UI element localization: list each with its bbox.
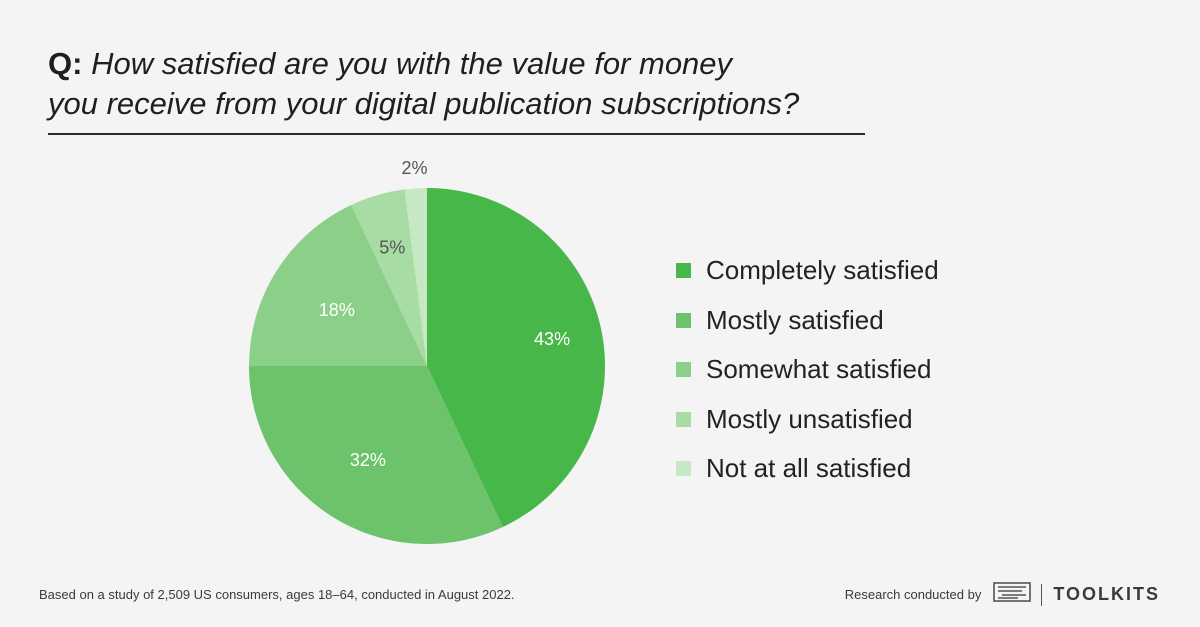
pie-slice-mostly-unsatisfied (351, 189, 427, 366)
pie-slice-not-at-all-satisfied (404, 188, 427, 366)
legend-item: Mostly satisfied (676, 296, 939, 346)
slice-label-43-pct: 43% (534, 329, 570, 349)
legend-swatch (676, 411, 691, 427)
pie-slice-mostly-satisfied (249, 366, 503, 544)
slice-label-32-pct: 32% (350, 450, 386, 470)
brand-divider (1041, 583, 1043, 606)
credit-text: Research conducted by (844, 587, 982, 602)
pie-slice-somewhat-satisfied (249, 204, 427, 366)
slice-label-5-pct: 5% (379, 237, 405, 257)
legend-label: Mostly unsatisfied (706, 403, 913, 434)
legend-item: Completely satisfied (676, 246, 939, 296)
legend-swatch (676, 312, 691, 328)
toolkits-logo-icon (993, 581, 1032, 608)
legend-label: Somewhat satisfied (706, 354, 932, 385)
title-divider (48, 133, 865, 135)
legend-swatch (676, 362, 691, 378)
legend-label: Mostly satisfied (706, 304, 884, 335)
brand-name: TOOLKITS (1053, 584, 1160, 604)
credit-block: Research conducted by TOOLKITS (845, 581, 1160, 608)
question-prefix: Q: (48, 46, 83, 81)
legend-item: Somewhat satisfied (676, 345, 939, 395)
question-line-1: How satisfied are you with the value for… (91, 46, 733, 81)
chart-title: Q: How satisfied are you with the value … (48, 44, 878, 124)
slice-label-18-pct: 18% (319, 300, 355, 320)
legend-swatch (676, 461, 691, 477)
pie-slice-completely-satisfied (427, 188, 605, 528)
question-line-2: you receive from your digital publicatio… (48, 86, 800, 121)
legend-swatch (676, 263, 691, 279)
legend-item: Not at all satisfied (676, 444, 939, 494)
footnote: Based on a study of 2,509 US consumers, … (39, 587, 515, 602)
slice-label-2-pct: 2% (401, 158, 427, 178)
legend-item: Mostly unsatisfied (676, 395, 939, 445)
chart-legend: Completely satisfied Mostly satisfied Some… (676, 246, 939, 494)
legend-label: Not at all satisfied (706, 453, 912, 484)
legend-label: Completely satisfied (706, 255, 939, 286)
